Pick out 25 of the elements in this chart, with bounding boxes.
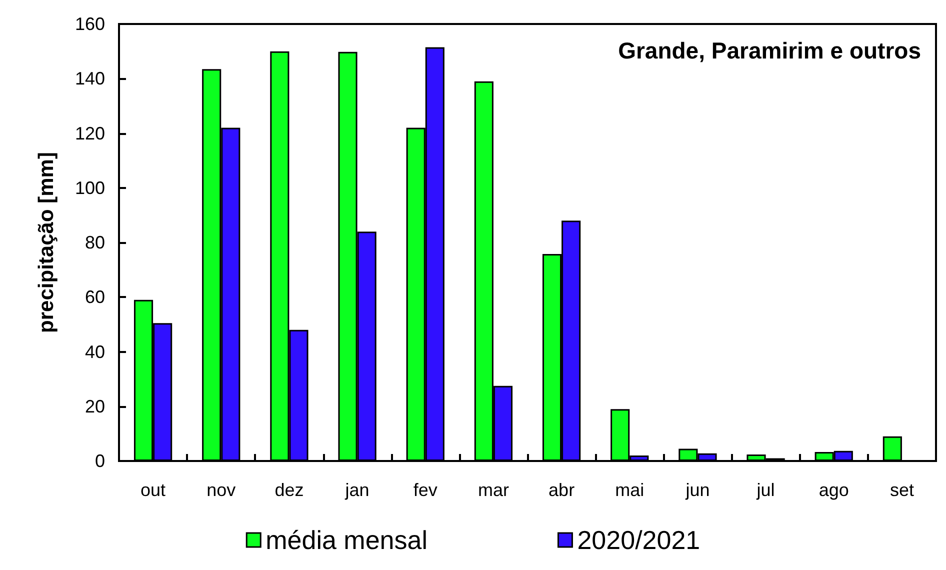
x-tick-label: mai [615, 480, 644, 500]
y-tick-label: 160 [74, 14, 105, 34]
y-tick-label: 100 [74, 178, 105, 198]
y-tick-label: 140 [74, 68, 105, 89]
legend-label: 2020/2021 [577, 525, 700, 555]
y-tick-label: 60 [84, 287, 105, 308]
x-tick-label: mar [478, 480, 509, 500]
x-tick-label: dez [274, 480, 304, 500]
x-tick-label: abr [548, 480, 575, 500]
y-tick-label: 0 [94, 451, 105, 471]
legend-label: média mensal [266, 525, 428, 555]
x-tick-label: jul [756, 480, 775, 500]
y-tick-label: 20 [84, 396, 105, 416]
x-tick-label: fev [413, 480, 438, 500]
x-tick-label: jun [684, 480, 710, 500]
y-tick-label: 120 [74, 123, 105, 144]
x-tick-label: out [140, 480, 166, 500]
y-tick-label: 40 [84, 342, 105, 362]
text: Grande, Paramirim e outros [618, 38, 922, 64]
x-tick-label: nov [206, 480, 236, 500]
x-tick-label: set [890, 480, 914, 500]
y-tick-label: 80 [84, 232, 105, 252]
y-axis-title: precipitação [mm] [35, 152, 58, 333]
x-tick-label: jan [344, 480, 370, 500]
x-tick-label: ago [818, 480, 849, 500]
